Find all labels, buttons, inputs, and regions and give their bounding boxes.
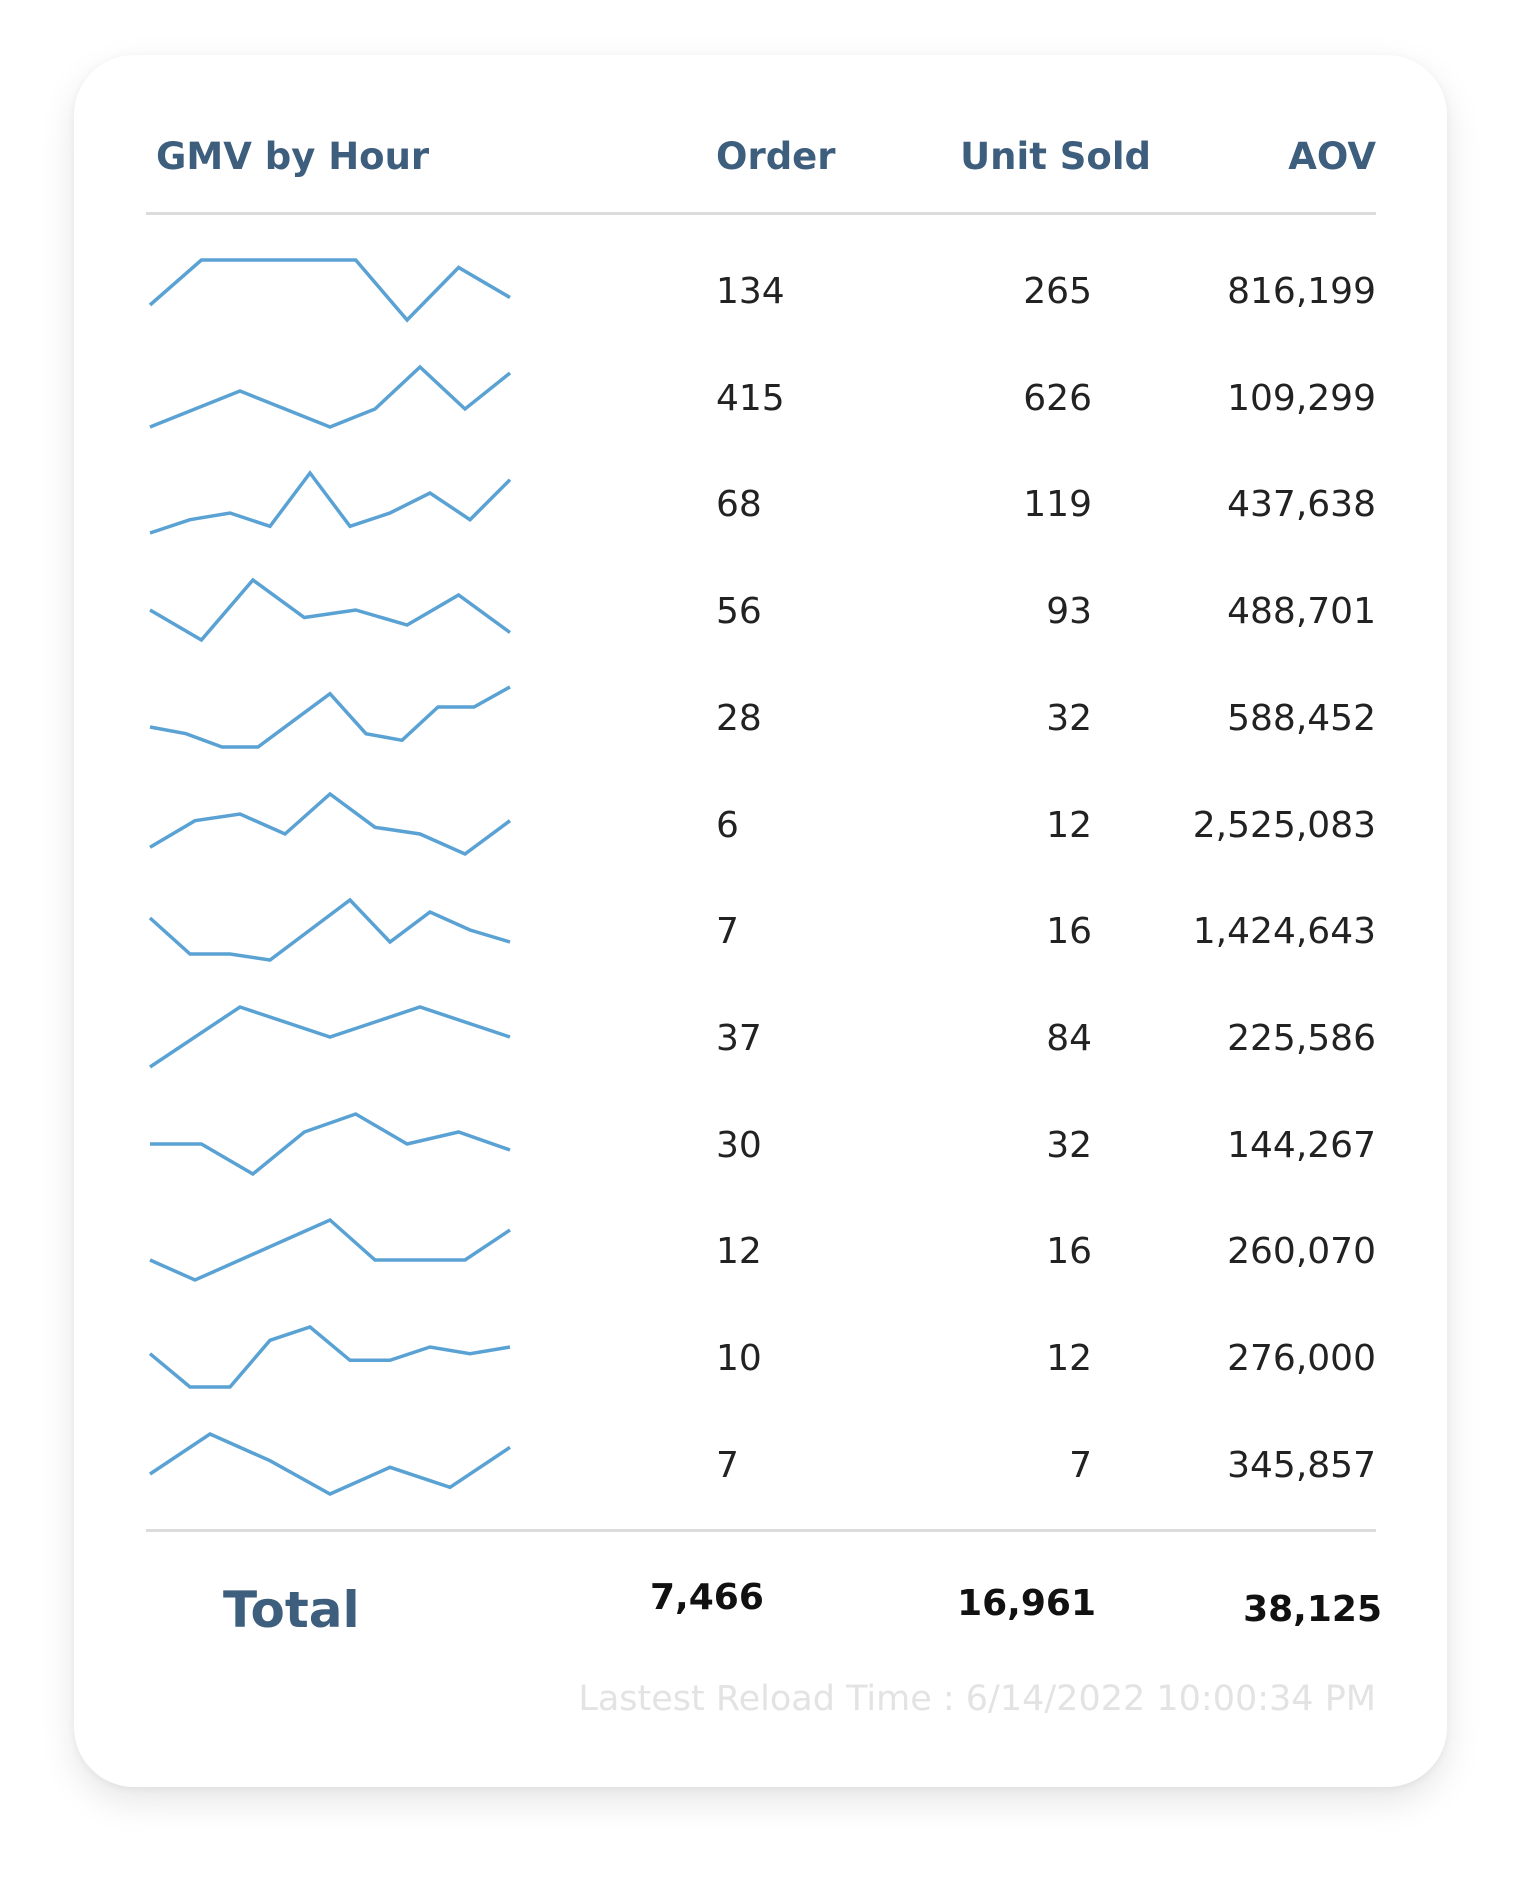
gmv-sparkline <box>149 1431 511 1496</box>
unit-sold-cell: 93 <box>1046 591 1092 633</box>
gmv-sparkline <box>149 685 511 749</box>
gmv-table-card <box>74 55 1447 1787</box>
aov-cell: 437,638 <box>1227 484 1376 526</box>
table-row: 10 12 276,000 <box>0 1317 1520 1397</box>
sparkline-series <box>149 685 511 749</box>
table-row: 37 84 225,586 <box>0 997 1520 1077</box>
unit-sold-cell: 626 <box>1023 377 1092 419</box>
table-row: 28 32 588,452 <box>0 677 1520 757</box>
header-divider <box>146 212 1376 215</box>
table-row: 7 16 1,424,643 <box>0 890 1520 970</box>
aov-cell: 109,299 <box>1227 377 1376 419</box>
order-cell: 134 <box>716 271 785 312</box>
gmv-sparkline <box>149 470 512 536</box>
order-cell: 30 <box>716 1124 762 1166</box>
total-aov: 38,125 <box>1243 1589 1382 1630</box>
unit-sold-cell: 32 <box>1046 697 1092 739</box>
aov-cell: 1,424,643 <box>1192 911 1376 953</box>
order-cell: 37 <box>716 1017 762 1059</box>
unit-sold-cell: 84 <box>1046 1017 1092 1059</box>
table-row: 68 119 437,638 <box>0 463 1520 543</box>
aov-cell: 816,199 <box>1227 271 1376 312</box>
order-cell: 68 <box>716 484 762 526</box>
header-gmv-by-hour: GMV by Hour <box>156 135 430 178</box>
sparkline-series <box>149 364 512 429</box>
unit-sold-cell: 16 <box>1046 911 1092 953</box>
sparkline-series <box>149 577 512 643</box>
aov-cell: 588,452 <box>1227 697 1376 739</box>
sparkline-series <box>148 897 511 963</box>
gmv-sparkline <box>149 577 512 643</box>
aov-cell: 488,701 <box>1227 591 1376 633</box>
gmv-sparkline <box>149 364 512 429</box>
gmv-sparkline <box>150 1111 511 1176</box>
order-cell: 7 <box>716 911 739 953</box>
sparkline-series <box>149 791 512 856</box>
gmv-sparkline <box>148 897 511 963</box>
aov-cell: 276,000 <box>1227 1338 1376 1379</box>
sparkline-series <box>149 1004 511 1069</box>
sparkline-series <box>149 470 512 536</box>
header-order: Order <box>716 135 836 178</box>
order-cell: 28 <box>716 697 762 739</box>
aov-cell: 2,525,083 <box>1192 804 1376 846</box>
table-row: 7 7 345,857 <box>0 1424 1520 1504</box>
aov-cell: 345,857 <box>1227 1444 1376 1486</box>
unit-sold-cell: 119 <box>1023 484 1092 526</box>
aov-cell: 225,586 <box>1227 1017 1376 1059</box>
order-cell: 56 <box>716 591 762 633</box>
unit-sold-cell: 16 <box>1046 1231 1092 1273</box>
total-unit-sold: 16,961 <box>957 1583 1096 1624</box>
sparkline-series <box>149 1431 511 1496</box>
unit-sold-cell: 12 <box>1046 804 1092 846</box>
table-row: 12 16 260,070 <box>0 1210 1520 1290</box>
order-cell: 7 <box>716 1444 739 1486</box>
gmv-sparkline <box>149 1004 511 1069</box>
aov-cell: 144,267 <box>1227 1124 1376 1166</box>
header-aov: AOV <box>1288 135 1376 178</box>
order-cell: 6 <box>716 804 739 846</box>
order-cell: 12 <box>716 1231 762 1273</box>
sparkline-series <box>148 258 511 323</box>
unit-sold-cell: 7 <box>1069 1444 1092 1486</box>
gmv-sparkline <box>149 1218 511 1283</box>
sparkline-series <box>148 1325 511 1389</box>
unit-sold-cell: 265 <box>1023 271 1092 312</box>
table-row: 30 32 144,267 <box>0 1104 1520 1184</box>
table-row: 134 265 816,199 <box>0 250 1520 330</box>
aov-cell: 260,070 <box>1227 1231 1376 1273</box>
sparkline-series <box>149 1218 511 1283</box>
gmv-sparkline <box>148 258 511 323</box>
table-row: 415 626 109,299 <box>0 357 1520 437</box>
order-cell: 415 <box>716 377 785 419</box>
unit-sold-cell: 12 <box>1046 1338 1092 1379</box>
header-unit-sold: Unit Sold <box>960 135 1151 178</box>
sparkline-series <box>150 1111 511 1176</box>
unit-sold-cell: 32 <box>1046 1124 1092 1166</box>
total-divider <box>146 1529 1376 1532</box>
reload-time: Lastest Reload Time : 6/14/2022 10:00:34… <box>578 1679 1376 1719</box>
total-label: Total <box>223 1581 360 1639</box>
table-row: 6 12 2,525,083 <box>0 784 1520 864</box>
table-row: 56 93 488,701 <box>0 570 1520 650</box>
total-order: 7,466 <box>650 1577 764 1618</box>
order-cell: 10 <box>716 1338 762 1379</box>
gmv-sparkline <box>148 1325 511 1389</box>
gmv-sparkline <box>149 791 512 856</box>
